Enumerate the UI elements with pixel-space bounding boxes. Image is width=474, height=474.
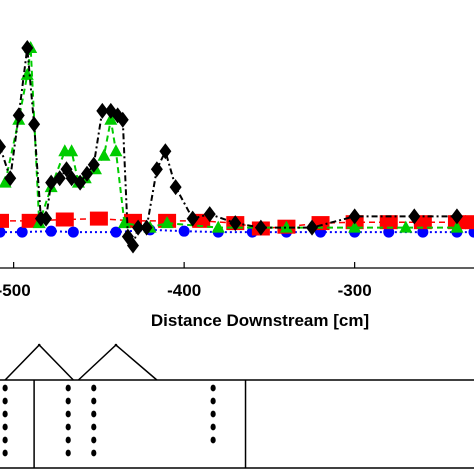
x-axis: -500 -400 -300 bbox=[0, 262, 474, 300]
data-point-diamond bbox=[169, 179, 182, 196]
bedform-peak-marker bbox=[37, 343, 41, 347]
data-point-triangle bbox=[450, 220, 464, 233]
data-point-diamond bbox=[40, 210, 53, 227]
data-point-circle bbox=[417, 226, 429, 238]
bedform-outline bbox=[77, 343, 158, 381]
data-point-diamond bbox=[0, 138, 6, 155]
data-point-triangle bbox=[117, 216, 131, 229]
sensor-point bbox=[65, 397, 71, 405]
data-point-diamond bbox=[53, 170, 66, 187]
data-point-triangle bbox=[399, 220, 413, 233]
data-point-diamond bbox=[408, 208, 421, 225]
sensor-point bbox=[210, 410, 216, 418]
x-tick-label: -300 bbox=[338, 281, 372, 300]
sensor-point bbox=[2, 449, 8, 457]
data-point-triangle bbox=[109, 144, 123, 157]
bedform-outline bbox=[4, 343, 74, 381]
data-point-diamond bbox=[348, 208, 361, 225]
sensor-point bbox=[210, 384, 216, 392]
data-point-diamond bbox=[306, 219, 319, 236]
sensor-point bbox=[65, 423, 71, 431]
sensor-point bbox=[91, 397, 97, 405]
data-point-circle bbox=[110, 226, 122, 238]
data-point-diamond bbox=[203, 206, 216, 223]
sensor-point bbox=[2, 436, 8, 444]
sensor-point bbox=[65, 410, 71, 418]
data-point-diamond bbox=[74, 174, 87, 191]
x-tick-label: -400 bbox=[167, 281, 201, 300]
data-point-diamond bbox=[450, 208, 463, 225]
sensor-point bbox=[2, 397, 8, 405]
data-point-circle bbox=[383, 226, 395, 238]
sensor-point bbox=[65, 449, 71, 457]
flume-schematic bbox=[0, 343, 474, 469]
data-point-diamond bbox=[254, 219, 267, 236]
sensor-point bbox=[91, 384, 97, 392]
data-point-diamond bbox=[12, 107, 25, 124]
data-point-circle bbox=[0, 226, 6, 238]
data-point-diamond bbox=[229, 215, 242, 232]
data-point-square bbox=[0, 213, 9, 228]
x-axis-title: Distance Downstream [cm] bbox=[151, 311, 369, 330]
data-point-triangle bbox=[97, 148, 111, 161]
bedform-peak-marker bbox=[114, 343, 118, 347]
data-point-diamond bbox=[186, 210, 199, 227]
series-diamond bbox=[0, 39, 463, 254]
data-point-circle bbox=[178, 225, 190, 237]
data-point-circle bbox=[45, 225, 57, 237]
data-point-diamond bbox=[21, 39, 34, 56]
data-point-diamond bbox=[87, 156, 100, 173]
data-point-diamond bbox=[126, 237, 139, 254]
data-point-diamond bbox=[132, 219, 145, 236]
data-point-diamond bbox=[96, 102, 109, 119]
data-point-diamond bbox=[159, 143, 172, 160]
data-point-circle bbox=[67, 226, 79, 238]
data-point-triangle bbox=[211, 220, 225, 233]
data-point-square bbox=[379, 215, 398, 230]
series-line bbox=[0, 217, 474, 230]
sensor-point bbox=[210, 397, 216, 405]
series-layer bbox=[0, 39, 474, 254]
data-point-triangle bbox=[160, 216, 174, 229]
sensor-point bbox=[91, 410, 97, 418]
data-point-diamond bbox=[80, 165, 93, 182]
sensor-point bbox=[2, 384, 8, 392]
data-point-diamond bbox=[28, 116, 41, 133]
series-line bbox=[4, 47, 457, 229]
data-point-circle bbox=[468, 226, 474, 238]
sensor-point bbox=[91, 449, 97, 457]
data-point-square bbox=[55, 212, 74, 227]
sensor-point bbox=[2, 423, 8, 431]
sensor-point bbox=[91, 436, 97, 444]
data-point-diamond bbox=[4, 170, 17, 187]
sensor-point bbox=[65, 384, 71, 392]
data-point-triangle bbox=[65, 144, 79, 157]
data-point-square bbox=[465, 215, 474, 230]
sensor-point bbox=[91, 423, 97, 431]
sensor-point bbox=[2, 410, 8, 418]
data-point-diamond bbox=[150, 161, 163, 178]
data-point-square bbox=[89, 211, 108, 226]
sensor-point bbox=[65, 436, 71, 444]
sensor-point bbox=[210, 423, 216, 431]
data-point-diamond bbox=[140, 219, 153, 236]
data-point-triangle bbox=[348, 220, 362, 233]
data-point-diamond bbox=[116, 111, 129, 128]
series-triangle bbox=[0, 40, 464, 233]
data-point-triangle bbox=[0, 175, 12, 188]
x-tick-label: -500 bbox=[0, 281, 31, 300]
data-point-triangle bbox=[279, 220, 293, 233]
data-point-circle bbox=[16, 226, 28, 238]
sensor-point bbox=[210, 436, 216, 444]
